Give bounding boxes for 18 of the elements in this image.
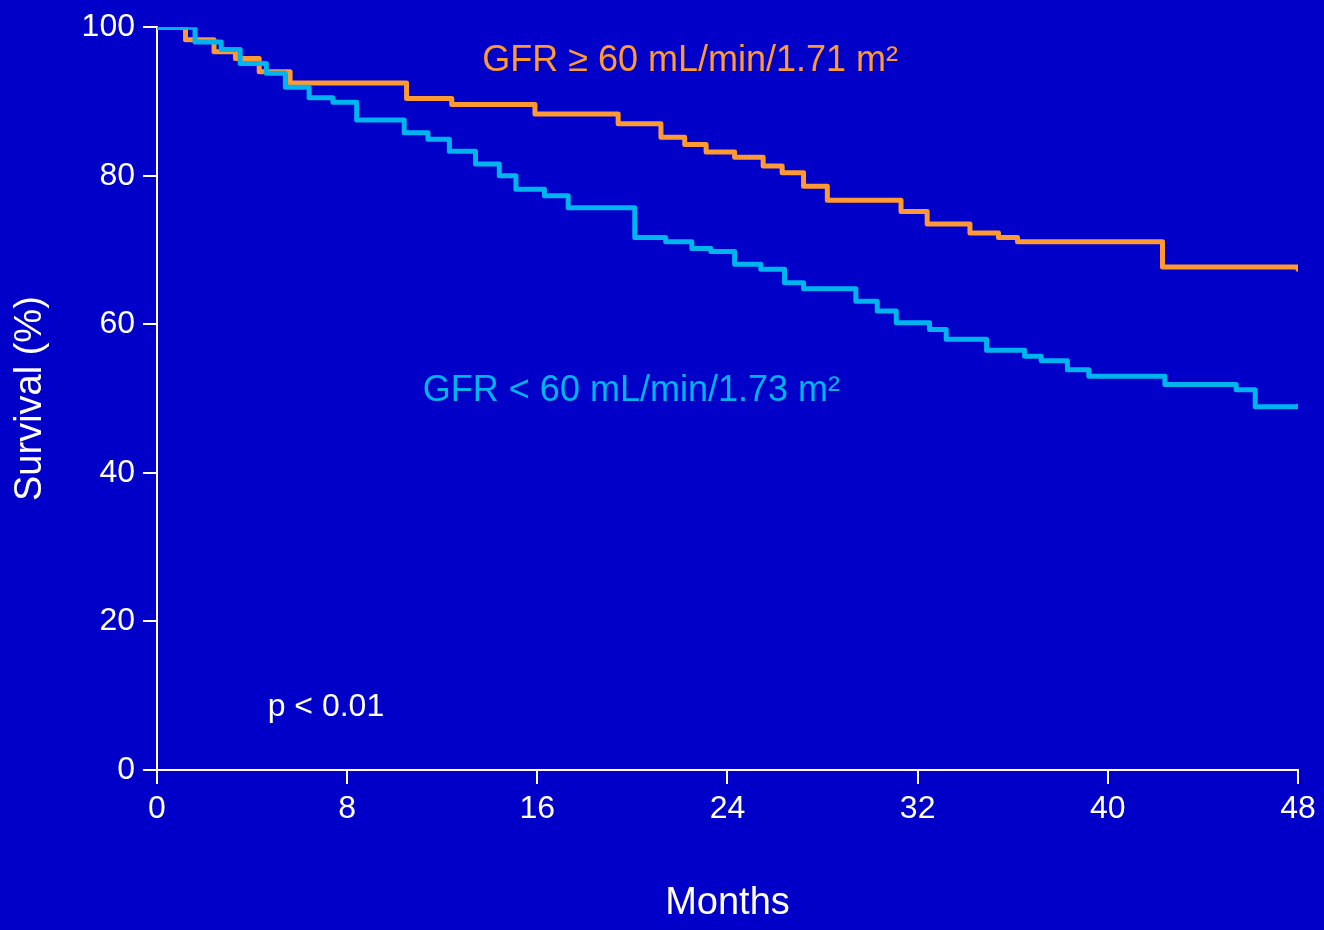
x-tick-label: 16	[519, 789, 556, 826]
series-label: GFR ≥ 60 mL/min/1.71 m²	[482, 37, 899, 79]
y-tick-label: 100	[81, 7, 135, 44]
x-tick-label: 48	[1280, 789, 1316, 826]
series-label: GFR < 60 mL/min/1.73 m²	[422, 368, 840, 410]
y-tick-label: 20	[99, 601, 135, 638]
x-tick-label: 24	[709, 789, 746, 826]
x-tick-label: 0	[148, 789, 166, 826]
x-axis-title: Months	[665, 879, 790, 922]
y-tick-label: 40	[99, 452, 135, 489]
y-tick-label: 60	[99, 304, 135, 341]
x-tick-label: 40	[1090, 789, 1126, 826]
annotation: p < 0.01	[267, 686, 385, 723]
y-tick-label: 80	[99, 155, 135, 192]
x-tick-label: 8	[338, 789, 357, 826]
y-tick-label: 0	[117, 749, 135, 786]
y-axis-title: Survival (%)	[7, 296, 50, 502]
x-tick-label: 32	[899, 789, 936, 826]
